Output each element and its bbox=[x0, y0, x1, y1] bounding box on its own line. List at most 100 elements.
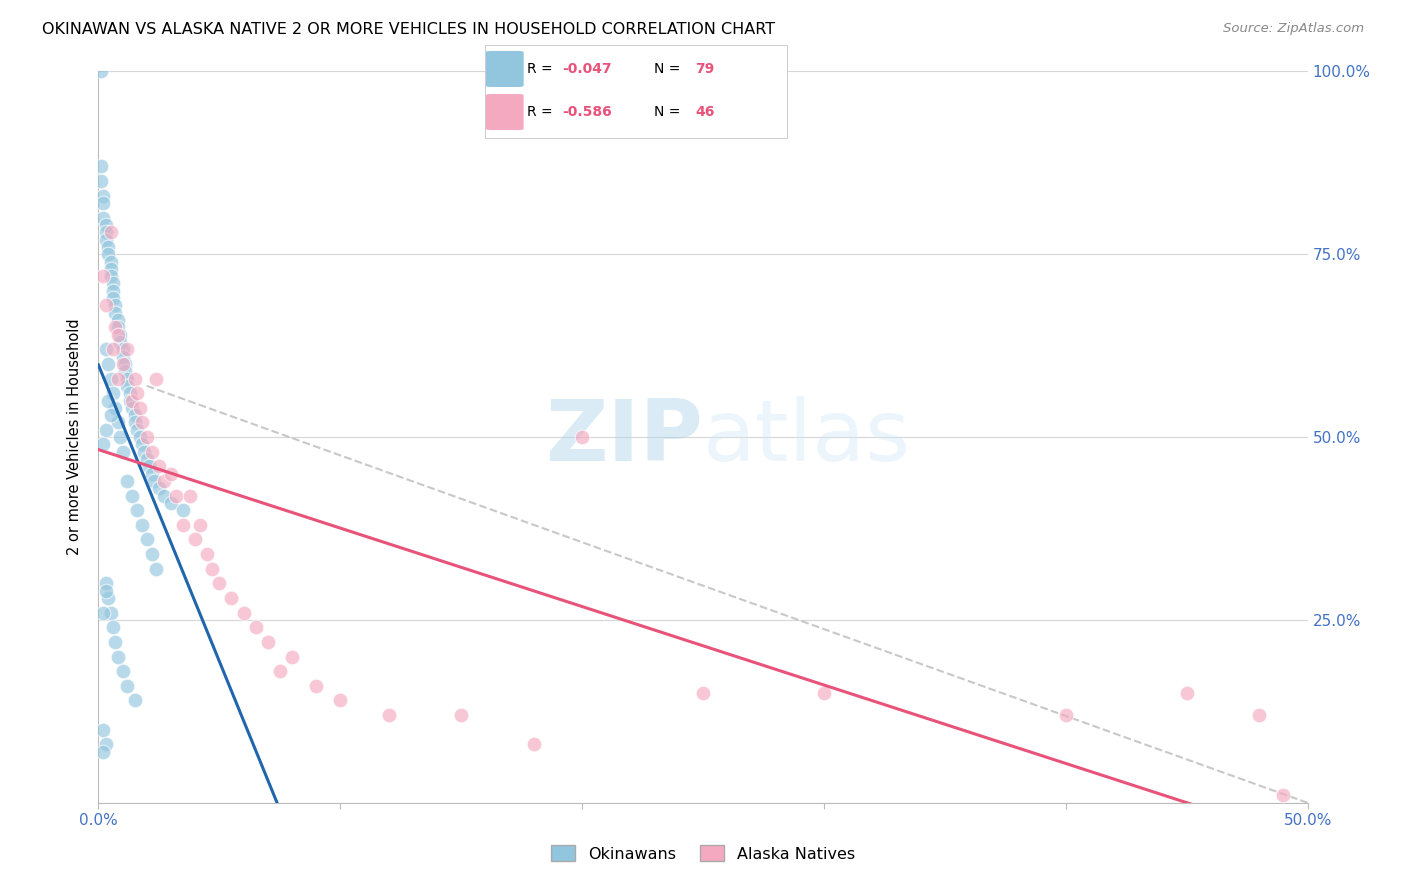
Text: 79: 79 bbox=[695, 62, 714, 76]
Point bbox=[124, 416, 146, 430]
Point bbox=[101, 277, 124, 291]
Point bbox=[97, 247, 120, 261]
Point bbox=[104, 635, 127, 649]
Point bbox=[692, 686, 714, 700]
Point bbox=[108, 334, 131, 349]
Point bbox=[121, 401, 143, 415]
Point bbox=[127, 386, 149, 401]
Point bbox=[152, 489, 174, 503]
Point bbox=[111, 664, 134, 678]
Point bbox=[111, 444, 134, 458]
Point bbox=[114, 357, 136, 371]
FancyBboxPatch shape bbox=[485, 94, 524, 131]
Point bbox=[94, 737, 117, 751]
Point bbox=[148, 459, 170, 474]
Point bbox=[100, 254, 122, 268]
Point bbox=[94, 233, 117, 247]
Point bbox=[97, 357, 120, 371]
Point bbox=[97, 591, 120, 605]
Point bbox=[1249, 708, 1271, 723]
Point bbox=[131, 517, 153, 532]
Point bbox=[131, 437, 153, 451]
Point bbox=[114, 364, 136, 378]
Point bbox=[94, 343, 117, 357]
Point bbox=[269, 664, 291, 678]
Point bbox=[134, 444, 156, 458]
Point bbox=[118, 393, 141, 408]
Point bbox=[104, 306, 127, 320]
Point bbox=[245, 620, 267, 634]
Point bbox=[117, 379, 139, 393]
Text: N =: N = bbox=[654, 105, 685, 119]
Point bbox=[108, 327, 131, 342]
Point bbox=[117, 371, 139, 385]
Point bbox=[160, 467, 183, 481]
Text: -0.047: -0.047 bbox=[562, 62, 612, 76]
Point bbox=[523, 737, 546, 751]
Point bbox=[208, 576, 231, 591]
Text: Source: ZipAtlas.com: Source: ZipAtlas.com bbox=[1223, 22, 1364, 36]
Point bbox=[91, 723, 114, 737]
Point bbox=[100, 261, 122, 276]
Text: R =: R = bbox=[527, 62, 557, 76]
Point bbox=[101, 284, 124, 298]
Point bbox=[179, 489, 201, 503]
Point bbox=[91, 745, 114, 759]
Point bbox=[141, 547, 163, 561]
Text: atlas: atlas bbox=[703, 395, 911, 479]
Text: 46: 46 bbox=[695, 105, 714, 119]
Point bbox=[107, 327, 129, 342]
Point bbox=[100, 606, 122, 620]
Point bbox=[184, 533, 207, 547]
Point bbox=[94, 218, 117, 232]
Point bbox=[100, 408, 122, 422]
Point bbox=[145, 371, 167, 385]
Text: R =: R = bbox=[527, 105, 557, 119]
Point bbox=[91, 188, 114, 202]
Point bbox=[90, 160, 112, 174]
Point bbox=[107, 320, 129, 334]
Point bbox=[148, 481, 170, 495]
Point bbox=[127, 503, 149, 517]
Point bbox=[104, 401, 127, 415]
Point bbox=[101, 291, 124, 305]
Point bbox=[160, 496, 183, 510]
Point bbox=[138, 459, 160, 474]
Point bbox=[101, 343, 124, 357]
Point bbox=[97, 240, 120, 254]
Point bbox=[135, 533, 157, 547]
Point bbox=[94, 225, 117, 239]
Point bbox=[145, 562, 167, 576]
Point bbox=[117, 343, 139, 357]
Point bbox=[117, 679, 139, 693]
Point bbox=[571, 430, 593, 444]
Point bbox=[97, 393, 120, 408]
Point bbox=[450, 708, 472, 723]
Point bbox=[91, 211, 114, 225]
Point bbox=[100, 225, 122, 239]
Point bbox=[124, 408, 146, 422]
Point bbox=[117, 474, 139, 488]
Point bbox=[91, 437, 114, 451]
Point bbox=[1272, 789, 1295, 803]
Point bbox=[94, 583, 117, 598]
Point bbox=[813, 686, 835, 700]
Point bbox=[172, 503, 194, 517]
Point bbox=[100, 371, 122, 385]
Point bbox=[221, 591, 243, 605]
Point bbox=[121, 393, 143, 408]
Point bbox=[91, 606, 114, 620]
Point bbox=[172, 517, 194, 532]
Y-axis label: 2 or more Vehicles in Household: 2 or more Vehicles in Household bbox=[67, 318, 83, 556]
Point bbox=[107, 416, 129, 430]
Point bbox=[128, 401, 150, 415]
Point bbox=[94, 298, 117, 312]
Point bbox=[108, 430, 131, 444]
Point bbox=[90, 64, 112, 78]
Point bbox=[121, 489, 143, 503]
Point bbox=[91, 269, 114, 284]
Point bbox=[124, 693, 146, 707]
Point bbox=[135, 452, 157, 467]
Point bbox=[232, 606, 254, 620]
Text: OKINAWAN VS ALASKA NATIVE 2 OR MORE VEHICLES IN HOUSEHOLD CORRELATION CHART: OKINAWAN VS ALASKA NATIVE 2 OR MORE VEHI… bbox=[42, 22, 775, 37]
